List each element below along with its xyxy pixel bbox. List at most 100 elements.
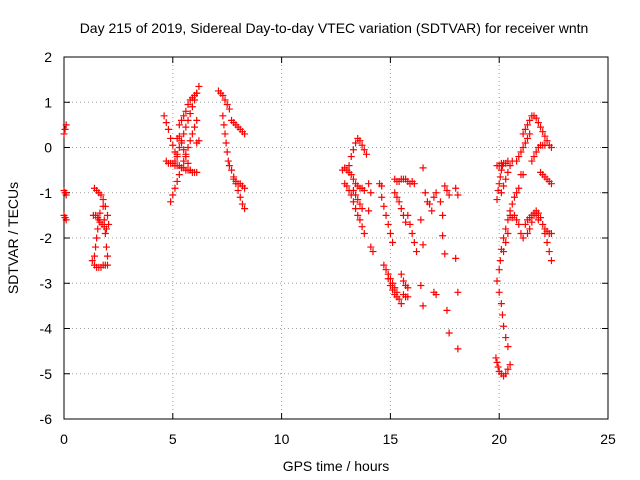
data-point — [454, 345, 462, 353]
data-point — [380, 261, 388, 269]
x-tick-label: 5 — [169, 431, 177, 447]
data-point — [506, 361, 514, 369]
data-point — [167, 198, 175, 206]
data-point — [88, 257, 96, 265]
data-point — [186, 166, 194, 174]
data-point — [432, 189, 440, 197]
data-point — [236, 193, 244, 201]
data-point — [362, 150, 370, 158]
data-point — [62, 191, 70, 199]
data-point — [428, 207, 436, 215]
data-point — [534, 119, 542, 127]
data-point — [241, 184, 249, 192]
data-point — [537, 123, 545, 131]
data-point — [382, 266, 390, 274]
data-point — [532, 114, 540, 122]
y-axis-label: SDTVAR / TECUs — [5, 182, 21, 294]
data-point — [349, 186, 357, 194]
data-point — [523, 229, 531, 237]
data-point — [180, 146, 188, 154]
data-point — [439, 232, 447, 240]
tick-labels: 0 5 10 15 20 25 -6 -5 -4 -3 -2 -1 0 1 2 — [40, 49, 616, 447]
data-point — [397, 270, 405, 278]
data-point — [452, 254, 460, 262]
data-point — [547, 229, 555, 237]
data-point — [173, 177, 181, 185]
data-point — [169, 141, 177, 149]
data-point — [356, 216, 364, 224]
data-point — [543, 239, 551, 247]
data-point — [539, 220, 547, 228]
data-point — [454, 288, 462, 296]
data-point — [225, 162, 233, 170]
data-point — [541, 141, 549, 149]
data-point — [380, 202, 388, 210]
data-point — [515, 220, 523, 228]
data-point — [382, 211, 390, 219]
data-point — [504, 216, 512, 224]
data-point — [358, 223, 366, 231]
y-tick-label: 1 — [44, 94, 52, 110]
data-point — [519, 144, 527, 151]
data-point — [102, 243, 110, 251]
data-point — [502, 334, 510, 342]
data-point — [443, 186, 451, 194]
data-point — [389, 286, 397, 294]
data-point — [513, 189, 521, 197]
data-point — [61, 125, 69, 133]
data-point — [404, 211, 412, 219]
data-point — [519, 130, 527, 138]
y-tick-label: -1 — [40, 185, 53, 201]
data-point — [173, 150, 181, 158]
data-point — [225, 105, 233, 113]
data-point — [349, 198, 357, 206]
data-point — [105, 220, 113, 228]
data-point — [171, 184, 179, 192]
data-point — [384, 275, 392, 283]
data-point — [184, 116, 192, 124]
data-point — [534, 216, 542, 224]
data-point — [395, 198, 403, 206]
x-tick-label: 0 — [60, 431, 68, 447]
data-point — [352, 139, 360, 147]
data-point — [410, 239, 418, 247]
data-point — [513, 216, 521, 224]
data-point — [60, 130, 68, 138]
data-point — [360, 186, 368, 194]
data-point — [519, 171, 527, 179]
data-point — [445, 329, 453, 337]
data-point — [104, 261, 112, 269]
data-point — [404, 284, 412, 292]
data-point — [223, 101, 231, 109]
data-point — [345, 162, 353, 170]
data-point — [182, 123, 190, 131]
data-point — [241, 205, 249, 213]
data-point — [180, 112, 188, 120]
data-point — [352, 191, 360, 199]
y-tick-label: 2 — [44, 49, 52, 65]
data-point — [241, 130, 249, 138]
data-point — [406, 220, 414, 228]
data-point — [164, 125, 172, 133]
data-point — [178, 116, 186, 124]
data-point — [500, 182, 508, 190]
data-point — [493, 358, 501, 366]
data-point — [223, 148, 231, 156]
data-point — [90, 252, 98, 260]
data-point — [510, 193, 518, 201]
data-point — [219, 91, 227, 99]
data-point — [378, 193, 386, 201]
data-point — [419, 164, 427, 172]
data-point — [397, 300, 405, 308]
data-point — [502, 225, 510, 233]
data-point — [397, 205, 405, 213]
data-point — [186, 110, 194, 118]
data-point — [62, 216, 70, 224]
data-point — [97, 191, 105, 199]
data-point — [419, 241, 427, 249]
data-point — [515, 153, 523, 161]
data-point — [495, 288, 503, 296]
data-point — [521, 125, 529, 133]
data-point — [101, 229, 109, 237]
